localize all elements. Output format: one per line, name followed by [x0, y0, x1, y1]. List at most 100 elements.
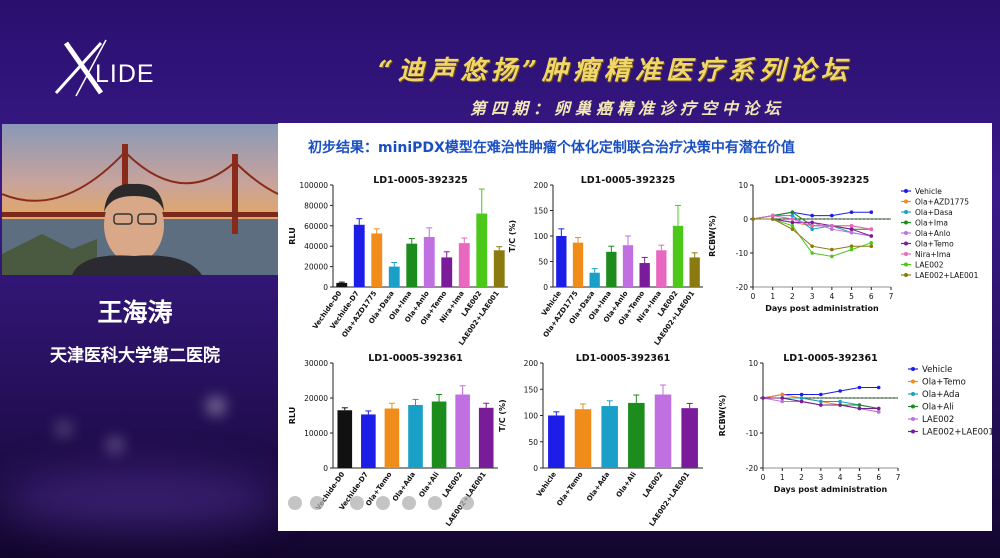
background-glow: [60, 425, 68, 433]
zoom-in-icon[interactable]: [350, 496, 364, 510]
share-icon[interactable]: [310, 496, 324, 510]
x-tick-label: LAE002: [641, 470, 664, 499]
x-tick-label: 2: [790, 292, 795, 301]
data-point: [838, 403, 842, 407]
x-tick-label: Ola+Temo: [555, 470, 584, 507]
data-point: [830, 247, 834, 252]
x-tick-label: 3: [810, 292, 815, 301]
data-point: [770, 217, 775, 221]
data-point: [819, 399, 823, 404]
legend-marker: [904, 241, 908, 246]
data-point: [810, 251, 814, 255]
bar: [384, 408, 400, 468]
x-axis-label: Days post administration: [765, 304, 879, 313]
background-glow: [110, 440, 120, 450]
bar: [681, 408, 698, 468]
y-tick-label: 150: [524, 385, 539, 394]
data-point: [790, 213, 795, 218]
data-point: [790, 224, 795, 228]
data-point: [876, 410, 881, 414]
chart-title: LD1-0005-392325: [775, 175, 870, 186]
bar: [628, 402, 645, 468]
y-tick-label: -10: [746, 429, 758, 438]
legend-label: LAE002: [922, 415, 954, 425]
y-axis-label: RLU: [288, 407, 297, 424]
bar: [431, 401, 447, 468]
back-icon[interactable]: [288, 496, 302, 510]
logo-text: LIDE: [95, 60, 155, 88]
legend-label: Vehicle: [922, 365, 952, 375]
y-tick-label: 0: [753, 394, 758, 403]
legend-marker: [904, 262, 908, 267]
x-tick-label: 0: [751, 292, 756, 301]
camera-icon[interactable]: [428, 496, 442, 510]
bar: [656, 250, 667, 287]
bar: [548, 415, 565, 468]
presentation-slide: 初步结果：miniPDX模型在难治性肿瘤个体化定制联合治疗决策中有潜在价值 LD…: [278, 123, 994, 531]
y-tick-label: 10000: [304, 429, 328, 438]
data-point: [869, 227, 874, 231]
legend-marker: [911, 392, 915, 396]
x-tick-label: 1: [780, 473, 785, 482]
legend-marker: [904, 273, 908, 277]
more-icon[interactable]: [460, 496, 474, 510]
data-point: [869, 210, 874, 214]
data-point: [830, 213, 834, 218]
legend-label: Vehicle: [915, 187, 942, 196]
x-tick-label: Ola+Ali: [417, 471, 440, 499]
data-point: [849, 224, 854, 228]
x-tick-label: Ola+Ali: [615, 471, 638, 499]
legend-marker: [904, 199, 908, 204]
y-tick-label: -20: [746, 464, 758, 473]
chart-title: LD1-0005-392361: [368, 353, 463, 364]
y-tick-label: 20000: [304, 263, 328, 272]
bar: [455, 394, 470, 468]
bar: [689, 257, 700, 287]
data-point: [830, 254, 834, 259]
legend-label: Ola+Dasa: [915, 208, 953, 217]
zoom-out-icon[interactable]: [376, 496, 390, 510]
data-point: [780, 392, 785, 397]
data-point: [780, 399, 785, 404]
data-point: [869, 244, 874, 248]
y-tick-label: 100: [524, 412, 539, 421]
settings-icon[interactable]: [402, 496, 416, 510]
legend-label: Ola+Temo: [922, 378, 966, 388]
data-point: [810, 213, 814, 218]
x-tick-label: 4: [838, 473, 843, 482]
y-tick-label: 100: [534, 232, 549, 241]
y-axis-label: T/C (%): [498, 399, 507, 431]
bar: [337, 410, 353, 468]
y-tick-label: 200: [534, 181, 549, 190]
x-tick-label: 5: [849, 292, 854, 301]
data-point: [849, 210, 854, 214]
legend-label: Ola+Ada: [922, 390, 960, 400]
bar: [672, 225, 684, 287]
y-axis-label: RLU: [288, 227, 297, 244]
data-point: [810, 244, 814, 248]
data-point: [790, 210, 795, 214]
bar: [406, 243, 418, 287]
bar: [556, 236, 567, 287]
slide-title: 初步结果：miniPDX模型在难治性肿瘤个体化定制联合治疗决策中有潜在价值: [308, 140, 795, 156]
data-point: [849, 227, 854, 231]
data-point: [770, 213, 775, 218]
legend-marker: [904, 231, 908, 235]
charts-canvas: LD1-0005-3923250200004000060000800001000…: [288, 175, 994, 528]
data-point: [876, 385, 881, 390]
y-axis-label: RCBW(%): [708, 215, 717, 257]
x-tick-label: 7: [889, 292, 894, 301]
y-tick-label: 20000: [304, 394, 328, 403]
bar: [371, 233, 383, 287]
legend-label: Nira+Ima: [915, 250, 951, 259]
x-tick-label: 2: [799, 473, 804, 482]
x-tick-label: 6: [869, 292, 874, 301]
legend-label: Ola+Ima: [915, 219, 948, 228]
legend-marker: [911, 404, 915, 409]
bar: [606, 251, 617, 287]
legend-label: LAE002+LAE001: [922, 428, 992, 438]
bar: [622, 245, 634, 287]
data-point: [819, 403, 823, 407]
bar: [458, 243, 470, 287]
bar: [476, 213, 488, 287]
